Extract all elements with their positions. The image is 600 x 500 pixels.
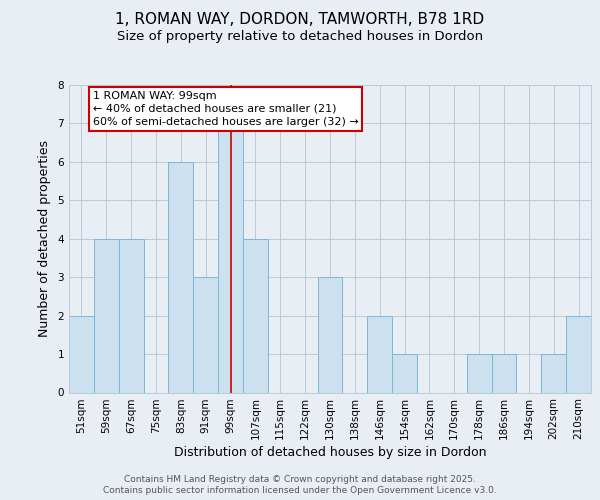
Bar [317,277,343,392]
Bar [467,354,491,393]
Bar [169,162,193,392]
Bar [94,239,119,392]
Bar [69,316,94,392]
Text: Size of property relative to detached houses in Dordon: Size of property relative to detached ho… [117,30,483,43]
Bar [392,354,417,393]
Bar [491,354,517,393]
Text: Contains public sector information licensed under the Open Government Licence v3: Contains public sector information licen… [103,486,497,495]
Bar [218,124,243,392]
Bar [243,239,268,392]
Text: Contains HM Land Registry data © Crown copyright and database right 2025.: Contains HM Land Registry data © Crown c… [124,474,476,484]
Bar [541,354,566,393]
Bar [119,239,143,392]
Bar [566,316,591,392]
Bar [367,316,392,392]
Text: 1, ROMAN WAY, DORDON, TAMWORTH, B78 1RD: 1, ROMAN WAY, DORDON, TAMWORTH, B78 1RD [115,12,485,28]
Y-axis label: Number of detached properties: Number of detached properties [38,140,50,337]
X-axis label: Distribution of detached houses by size in Dordon: Distribution of detached houses by size … [174,446,486,460]
Bar [193,277,218,392]
Text: 1 ROMAN WAY: 99sqm
← 40% of detached houses are smaller (21)
60% of semi-detache: 1 ROMAN WAY: 99sqm ← 40% of detached hou… [92,91,358,127]
